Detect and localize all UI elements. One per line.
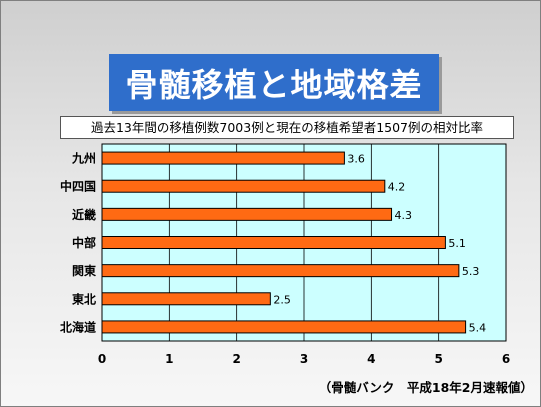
category-label: 近畿: [72, 207, 96, 222]
bar: [101, 292, 271, 306]
x-tick-label: 1: [165, 352, 173, 366]
bar: [101, 151, 345, 165]
data-label: 4.3: [395, 209, 413, 222]
data-label: 2.5: [273, 293, 291, 306]
chart-subtitle: 過去13年間の移植例数7003例と現在の移植希望者1507例の相対比率: [60, 116, 514, 139]
data-label: 3.6: [347, 153, 365, 166]
bar: [101, 207, 393, 221]
bar: [101, 264, 460, 278]
x-tick-label: 2: [232, 352, 240, 366]
x-tick-label: 6: [502, 352, 510, 366]
bar: [101, 236, 446, 249]
x-tick-label: 3: [300, 352, 308, 366]
bar: [101, 179, 386, 193]
category-label: 北海道: [60, 319, 96, 334]
category-label: 九州: [71, 151, 96, 166]
source-note: （骨髄バンク 平成18年2月速報値）: [318, 380, 533, 395]
page-title: 骨髄移植と地域格差: [109, 54, 439, 111]
bars: [101, 151, 467, 334]
category-label: 関東: [72, 263, 96, 278]
category-label: 中部: [72, 235, 96, 250]
x-tick-label: 0: [98, 352, 106, 366]
bar: [101, 320, 467, 334]
data-label: 5.1: [448, 237, 466, 250]
data-label: 4.2: [388, 181, 406, 194]
x-tick-label: 4: [367, 352, 375, 366]
labels: 0 1 2 3 4 5 6 九州 3.6 中四国 4.2 近畿 4.3 中部 5.1 関東 5.3 東北 2.5 北海…: [60, 151, 510, 366]
category-label: 東北: [72, 291, 96, 306]
data-label: 5.3: [462, 265, 480, 278]
category-label: 中四国: [60, 179, 96, 194]
data-label: 5.4: [469, 321, 487, 334]
x-tick-label: 5: [434, 352, 442, 366]
